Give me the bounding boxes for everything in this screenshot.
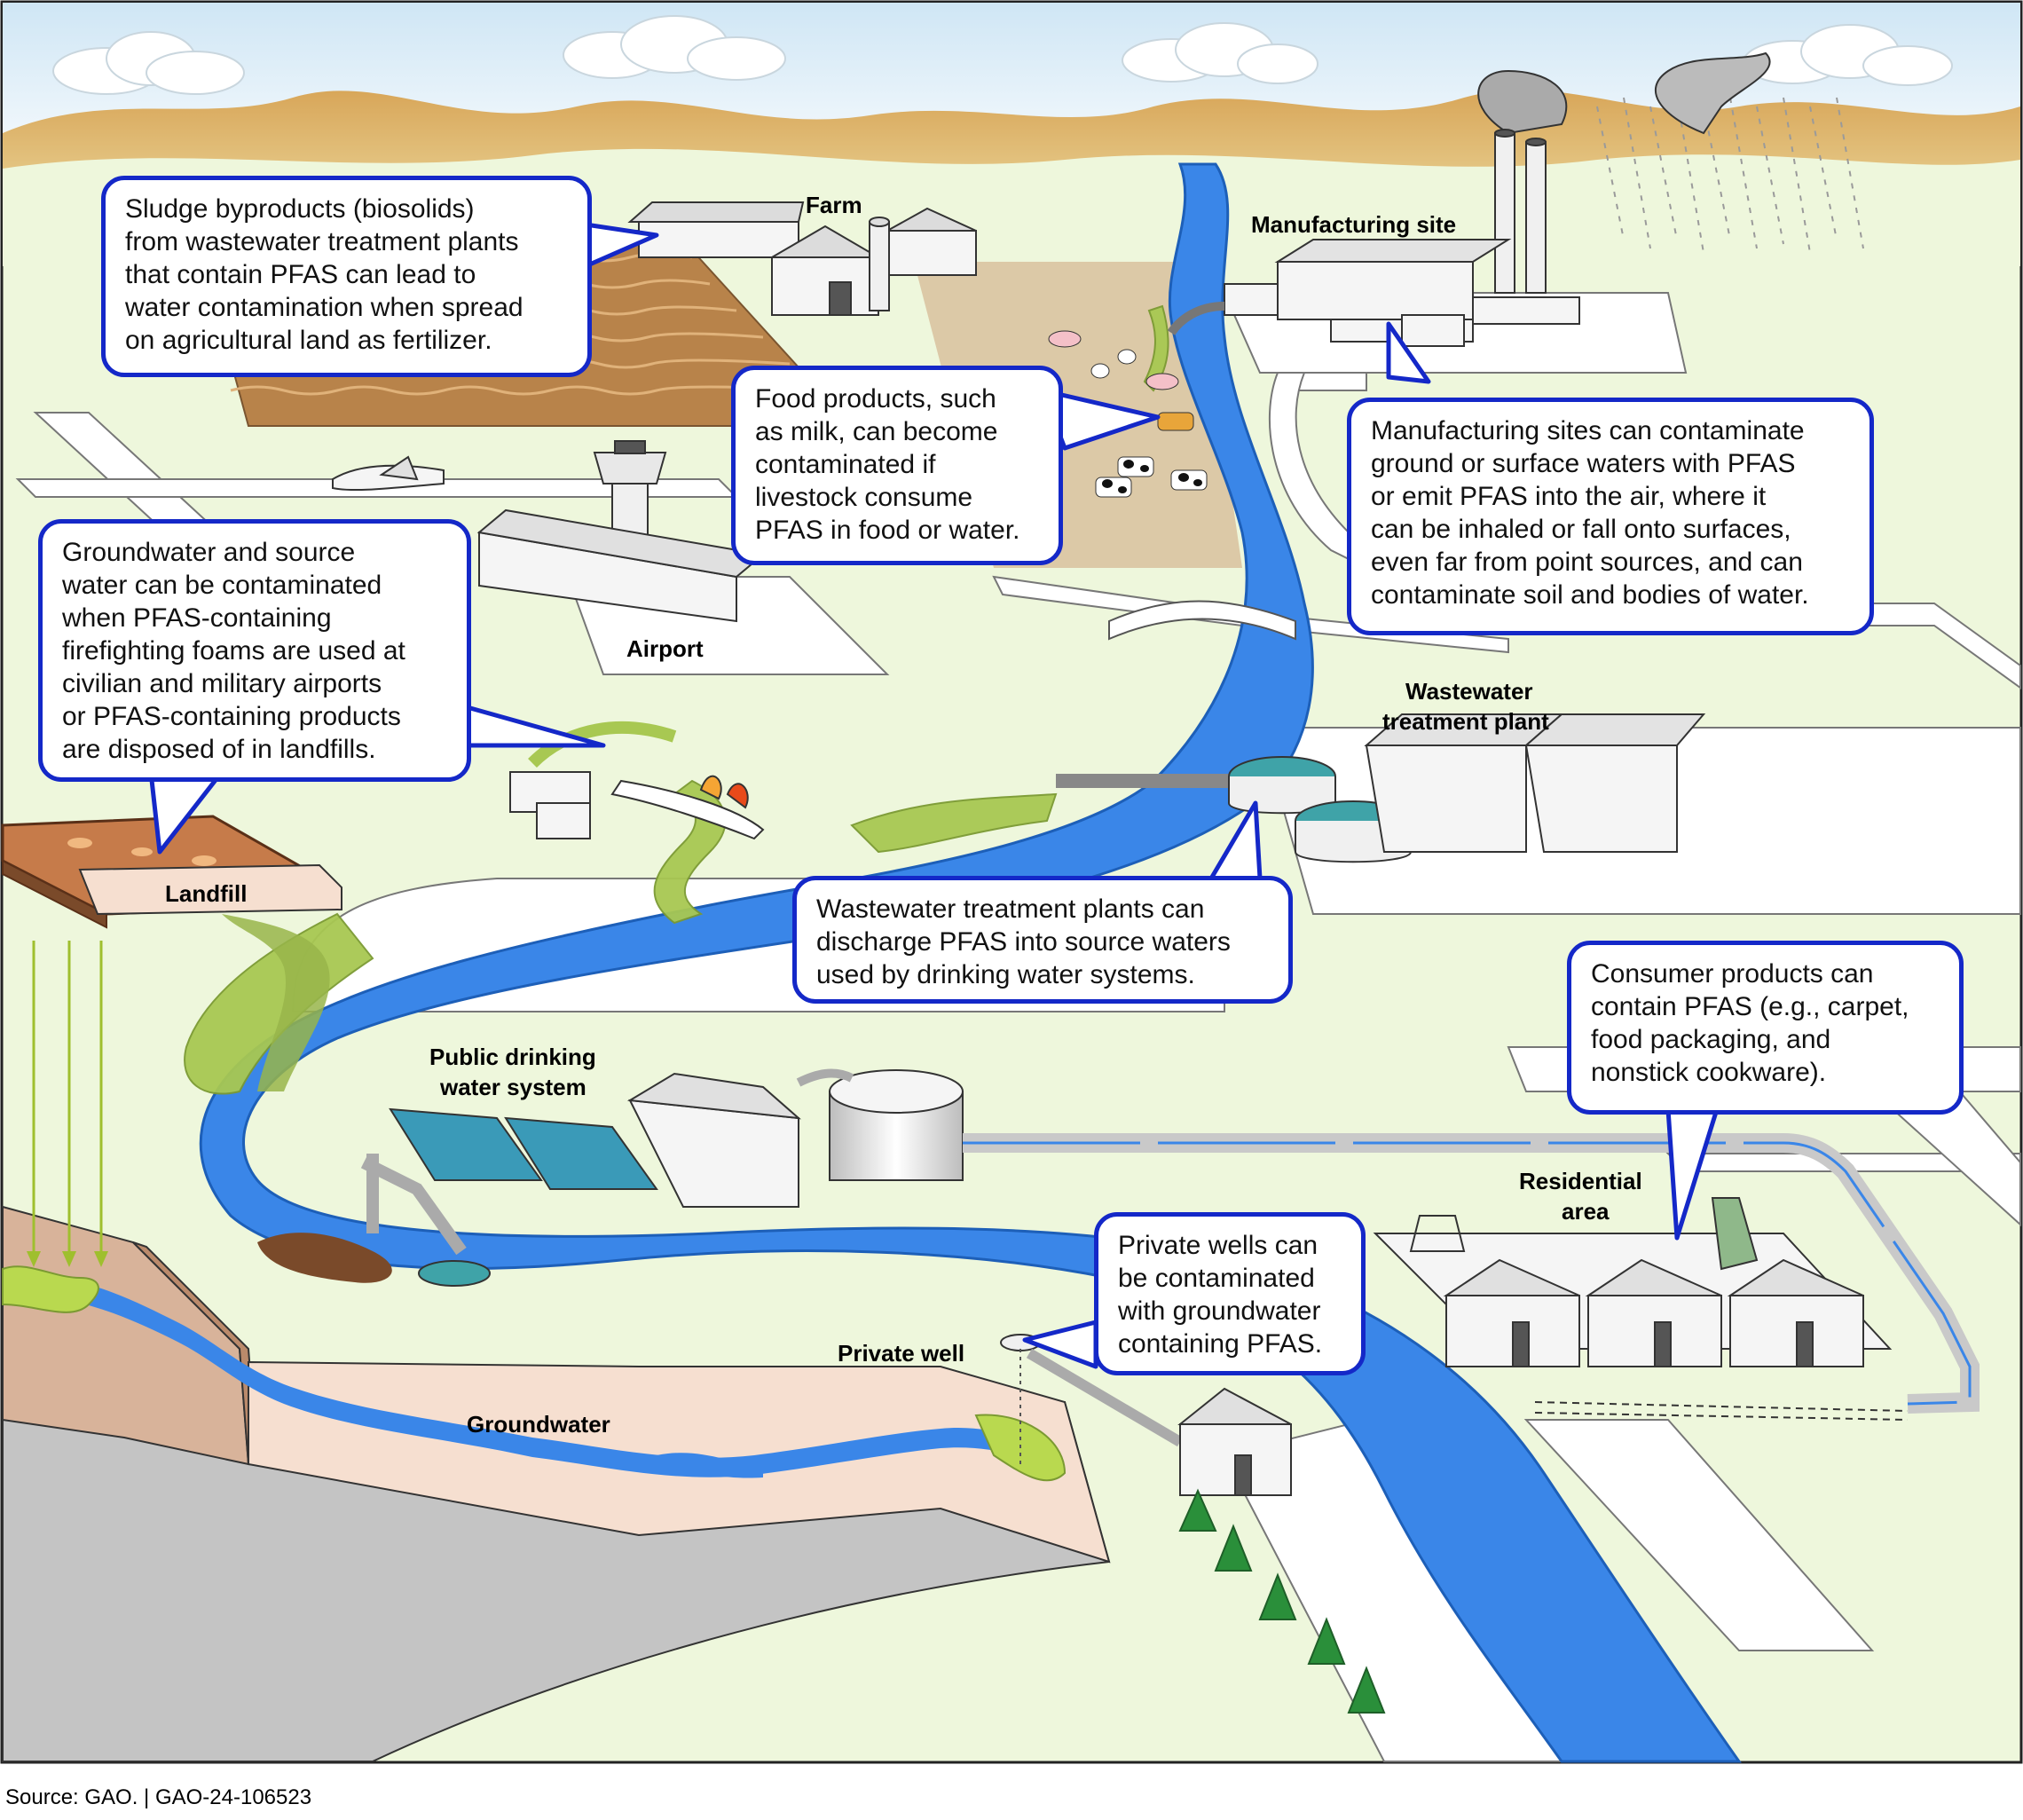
clouds [52, 15, 1953, 95]
callout-sludge-biosolids: Sludge byproducts (biosolids) from waste… [101, 176, 592, 377]
contamination-plumes [184, 304, 1169, 1095]
callout-food-products: Food products, such as milk, can become … [731, 366, 1063, 565]
landfill-label: Landfill [165, 880, 247, 907]
infiltration-arrows [27, 941, 108, 1267]
residential-label-2: area [1562, 1198, 1610, 1225]
callout-manufacturing: Manufacturing sites can contaminate grou… [1347, 398, 1874, 635]
firefighting-scene [509, 721, 765, 840]
public-water-outflow [257, 1233, 392, 1283]
landfill [1, 815, 342, 929]
public-water-label-1: Public drinking [429, 1044, 596, 1070]
wastewater-plant-label-1: Wastewater [1405, 678, 1533, 705]
callout-groundwater-sources: Groundwater and source water can be cont… [38, 519, 471, 782]
private-well-label: Private well [838, 1340, 964, 1367]
public-water-system [360, 1068, 964, 1287]
bridge [1108, 600, 1296, 641]
trees [1178, 1488, 1386, 1714]
callout-consumer-products: Consumer products can contain PFAS (e.g.… [1567, 941, 1964, 1115]
return-lines [1534, 1401, 1909, 1421]
public-water-label-2: water system [439, 1074, 586, 1100]
aquifer [3, 1276, 1047, 1478]
wastewater-plant-label-2: treatment plant [1382, 708, 1549, 735]
airport-label: Airport [626, 635, 704, 662]
callout-wastewater-discharge: Wastewater treatment plants can discharg… [792, 876, 1293, 1004]
residential-area [1373, 1197, 1893, 1367]
groundwater-label: Groundwater [467, 1411, 610, 1438]
manufacturing-site-label: Manufacturing site [1251, 211, 1456, 238]
livestock [1048, 330, 1208, 498]
distribution-pipe [963, 1133, 1980, 1414]
callout-private-wells: Private wells can be contaminated with g… [1094, 1212, 1366, 1375]
rain [1596, 97, 1864, 254]
farm-label: Farm [806, 192, 862, 218]
residential-label-1: Residential [1519, 1168, 1642, 1194]
farm-buildings [627, 201, 977, 316]
source-note: Source: GAO. | GAO-24-106523 [5, 1785, 312, 1809]
manufacturing-site [1167, 51, 1771, 347]
landfill-leachate [222, 914, 330, 1091]
airport [332, 440, 766, 623]
